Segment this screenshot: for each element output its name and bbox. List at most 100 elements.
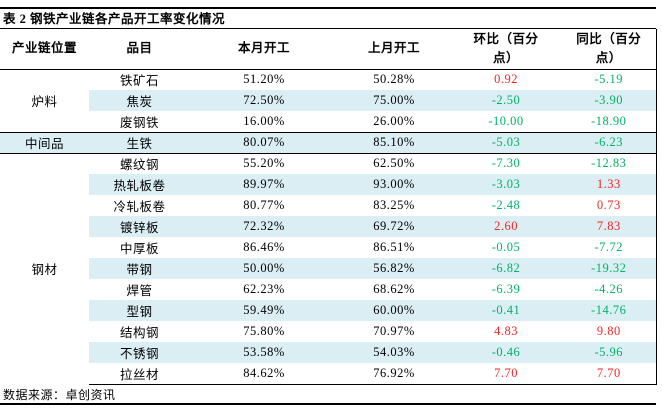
previous-cell: 83.25% (373, 198, 415, 212)
table-row: 废钢铁 16.00% 26.00% -10.00 -18.90 (0, 111, 656, 132)
mom-cell: -7.30 (491, 156, 521, 171)
mom-cell: -2.48 (491, 198, 521, 212)
item-cell: 焊管 (126, 284, 153, 298)
previous-cell: 50.28% (373, 72, 415, 87)
current-cell: 53.58% (190, 342, 338, 363)
table-row: 不锈钢 53.58% 54.03% -0.46 -5.96 (0, 342, 656, 363)
data-source-note: 数据来源：卓创资讯 (0, 385, 656, 405)
yoy-cell: -12.83 (591, 156, 627, 171)
item-cell: 型钢 (89, 300, 190, 321)
current-cell: 55.20% (243, 156, 285, 171)
mom-cell: -0.05 (491, 240, 521, 254)
group-cell-steel-products: 钢材 (31, 263, 58, 278)
item-cell: 焦炭 (89, 90, 190, 111)
yoy-cell: 7.70 (562, 363, 656, 385)
table-row: 中厚板 86.46% 86.51% -0.05 -7.72 (0, 237, 656, 258)
mom-cell: -6.82 (450, 258, 562, 279)
item-cell: 冷轧板卷 (113, 200, 166, 214)
yoy-cell: -3.90 (562, 90, 656, 111)
mom-cell: -3.03 (450, 174, 562, 195)
yoy-cell: -18.90 (591, 113, 627, 128)
yoy-cell: -19.32 (562, 258, 656, 279)
table-header: 产业链位置 品目 本月开工 上月开工 环比（百分 点） 同比（百分 点） (0, 29, 656, 70)
yoy-cell: -5.96 (562, 342, 656, 363)
header-yoy-change: 同比（百分 点） (562, 29, 656, 70)
current-cell: 80.07% (190, 131, 338, 154)
item-cell: 废钢铁 (119, 115, 159, 130)
yoy-cell: 0.73 (596, 198, 621, 212)
previous-cell: 85.10% (338, 131, 450, 154)
current-cell: 80.77% (243, 198, 285, 212)
item-cell: 中厚板 (119, 242, 159, 256)
current-cell: 72.32% (190, 216, 338, 237)
previous-cell: 60.00% (338, 300, 450, 321)
current-cell: 72.50% (190, 90, 338, 111)
current-cell: 59.49% (190, 300, 338, 321)
yoy-cell: -6.23 (562, 131, 656, 154)
table-row: 炉料 铁矿石 51.20% 50.28% 0.92 -5.19 (0, 69, 656, 109)
mom-cell: 2.60 (450, 216, 562, 237)
table-row: 带钢 50.00% 56.82% -6.82 -19.32 (0, 258, 656, 279)
table-row: 热轧板卷 89.97% 93.00% -3.03 1.33 (0, 174, 656, 195)
current-cell: 84.62% (190, 363, 338, 385)
mom-cell: -0.41 (450, 300, 562, 321)
yoy-cell: -5.19 (594, 72, 624, 87)
mom-cell: -10.00 (488, 113, 524, 128)
previous-cell: 70.97% (373, 324, 415, 338)
item-cell: 拉丝材 (89, 363, 190, 385)
current-cell: 62.23% (243, 282, 285, 296)
table-row: 焦炭 72.50% 75.00% -2.50 -3.90 (0, 90, 656, 111)
mom-cell: -2.50 (450, 90, 562, 111)
mom-cell: 0.92 (494, 72, 518, 87)
current-cell: 16.00% (243, 113, 285, 128)
current-cell: 89.97% (190, 174, 338, 195)
current-cell: 50.00% (190, 258, 338, 279)
table-row: 拉丝材 84.62% 76.92% 7.70 7.70 (0, 363, 656, 385)
yoy-cell: 1.33 (562, 174, 656, 195)
previous-cell: 26.00% (373, 113, 415, 128)
yoy-cell: -14.76 (562, 300, 656, 321)
header-current-month: 本月开工 (190, 29, 338, 70)
previous-cell: 54.03% (338, 342, 450, 363)
table-row: 焊管 62.23% 68.62% -6.39 -4.26 (0, 279, 656, 300)
previous-cell: 68.62% (373, 282, 415, 296)
group-cell-intermediates: 中间品 (0, 131, 89, 154)
previous-cell: 56.82% (338, 258, 450, 279)
mom-cell: 4.83 (494, 324, 518, 338)
mom-cell: 7.70 (450, 363, 562, 385)
item-cell: 螺纹钢 (119, 158, 159, 173)
item-cell: 结构钢 (119, 326, 159, 340)
item-cell: 带钢 (89, 258, 190, 279)
yoy-cell: 7.83 (562, 216, 656, 237)
header-row: 产业链位置 品目 本月开工 上月开工 环比（百分 点） 同比（百分 点） (0, 29, 656, 70)
mom-cell: -0.46 (450, 342, 562, 363)
header-chain-position: 产业链位置 (0, 29, 89, 70)
item-cell: 热轧板卷 (89, 174, 190, 195)
item-cell: 镀锌板 (89, 216, 190, 237)
header-mom-change: 环比（百分 点） (450, 29, 562, 70)
yoy-cell: 9.80 (596, 324, 621, 338)
previous-cell: 86.51% (373, 240, 415, 254)
previous-cell: 93.00% (338, 174, 450, 195)
table-row: 冷轧板卷 80.77% 83.25% -2.48 0.73 (0, 195, 656, 216)
yoy-cell: -4.26 (594, 282, 624, 296)
previous-cell: 62.50% (373, 156, 415, 171)
item-cell: 不锈钢 (89, 342, 190, 363)
item-cell: 铁矿石 (119, 74, 159, 89)
table-row: 镀锌板 72.32% 69.72% 2.60 7.83 (0, 216, 656, 237)
table-row: 钢材 螺纹钢 55.20% 62.50% -7.30 -12.83 (0, 153, 656, 277)
mom-cell: -6.39 (491, 282, 521, 296)
mom-cell: -5.03 (450, 131, 562, 154)
table-title: 表 2 钢铁产业链各产品开工率变化情况 (0, 9, 656, 29)
previous-cell: 75.00% (338, 90, 450, 111)
previous-cell: 76.92% (338, 363, 450, 385)
table-row: 型钢 59.49% 60.00% -0.41 -14.76 (0, 300, 656, 321)
current-cell: 51.20% (243, 72, 285, 87)
previous-cell: 69.72% (338, 216, 450, 237)
item-cell: 生铁 (89, 131, 190, 154)
current-cell: 75.80% (243, 324, 285, 338)
current-cell: 86.46% (243, 240, 285, 254)
yoy-cell: -7.72 (594, 240, 624, 254)
header-item: 品目 (89, 29, 190, 70)
report-table-sheet: 表 2 钢铁产业链各产品开工率变化情况 产业链位置 品目 本月开工 上月开工 环… (0, 7, 657, 405)
